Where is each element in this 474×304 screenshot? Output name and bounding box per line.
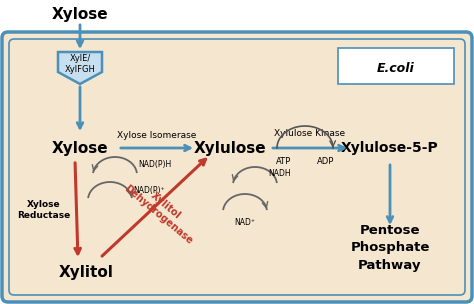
FancyBboxPatch shape (2, 32, 472, 302)
Text: Xylose
Reductase: Xylose Reductase (18, 200, 71, 220)
Text: Pentose
Phosphate
Pathway: Pentose Phosphate Pathway (350, 224, 430, 271)
Text: NAD(P)⁺: NAD(P)⁺ (133, 185, 164, 195)
Text: XylE/
XylFGH: XylE/ XylFGH (64, 54, 95, 74)
Text: Xylose: Xylose (52, 140, 109, 156)
Text: Xylose Isomerase: Xylose Isomerase (117, 132, 197, 140)
Text: Xylose: Xylose (52, 6, 109, 22)
Text: E.coli: E.coli (377, 61, 415, 74)
Text: Xylulose Kinase: Xylulose Kinase (274, 130, 346, 139)
Text: ATP: ATP (276, 157, 292, 167)
FancyBboxPatch shape (338, 48, 454, 84)
Text: ADP: ADP (317, 157, 335, 167)
Text: NADH: NADH (268, 170, 291, 178)
Text: Xylitol: Xylitol (59, 264, 113, 279)
Polygon shape (58, 52, 102, 84)
Text: NAD(P)H: NAD(P)H (138, 160, 171, 168)
Text: Xylulose-5-P: Xylulose-5-P (341, 141, 439, 155)
Text: Xylitol
Dehydrogenase: Xylitol Dehydrogenase (122, 174, 202, 246)
Text: NAD⁺: NAD⁺ (235, 218, 255, 227)
Text: Xylulose: Xylulose (194, 140, 266, 156)
